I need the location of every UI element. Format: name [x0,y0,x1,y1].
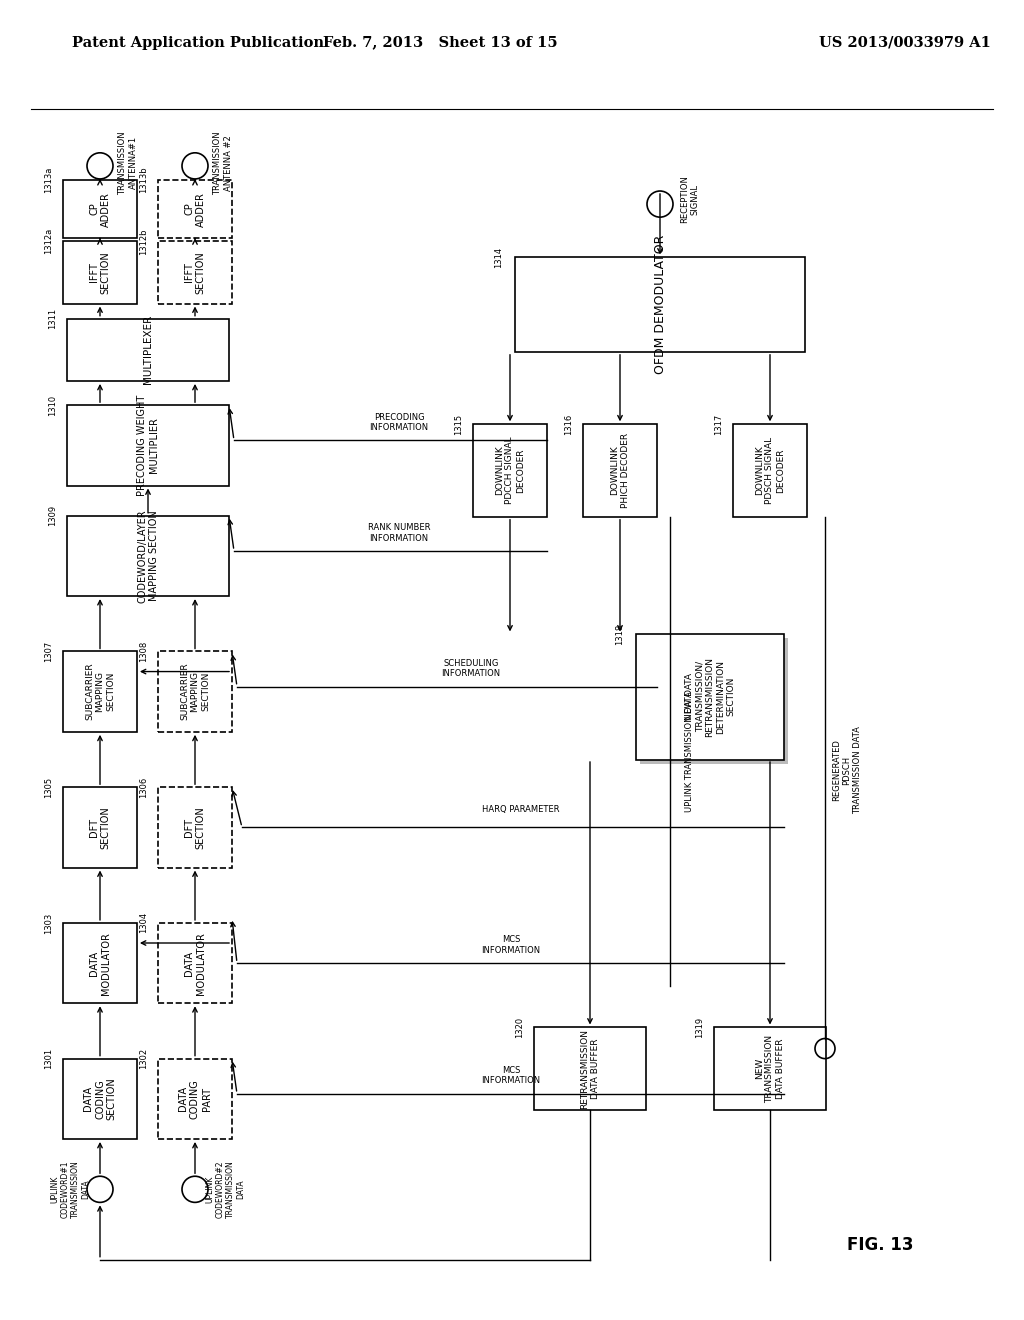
Text: MCS
INFORMATION: MCS INFORMATION [481,936,541,954]
Text: FIG. 13: FIG. 13 [847,1236,913,1254]
Bar [63,923,137,1003]
Bar [67,405,229,486]
Text: 1316: 1316 [564,413,573,434]
Text: UPLINK
CODEWORD#1
TRANSMISSION
DATA: UPLINK CODEWORD#1 TRANSMISSION DATA [50,1160,90,1218]
Bar [63,652,137,731]
Bar [63,1059,137,1139]
Text: DATA
CODING
PART: DATA CODING PART [178,1078,212,1119]
Bar [158,1059,232,1139]
Text: TRANSMISSION
ANTENNA #2: TRANSMISSION ANTENNA #2 [213,131,232,194]
Text: 1305: 1305 [44,776,53,797]
Text: IFFT
SECTION: IFFT SECTION [184,251,206,294]
Text: REGENERATED
PDSCH
TRANSMISSION DATA: REGENERATED PDSCH TRANSMISSION DATA [833,726,862,814]
Text: Patent Application Publication: Patent Application Publication [72,36,324,50]
Text: 1313a: 1313a [44,166,53,193]
Text: NEW DATA
TRANSMISSION/
RETRANSMISSION
DETERMINATION
SECTION: NEW DATA TRANSMISSION/ RETRANSMISSION DE… [685,656,735,737]
Text: CODEWORD/LAYER
MAPPING SECTION: CODEWORD/LAYER MAPPING SECTION [137,510,159,603]
Text: CP
ADDER: CP ADDER [184,191,206,227]
Text: RECEPTION
SIGNAL: RECEPTION SIGNAL [680,176,699,223]
Text: HARQ PARAMETER: HARQ PARAMETER [482,805,560,814]
Bar [63,787,137,867]
Bar [515,257,805,352]
Text: 1311: 1311 [48,308,57,329]
Text: 1304: 1304 [139,912,148,933]
Text: Feb. 7, 2013   Sheet 13 of 15: Feb. 7, 2013 Sheet 13 of 15 [323,36,558,50]
Text: 1317: 1317 [715,413,724,434]
Text: CP
ADDER: CP ADDER [89,191,111,227]
Text: RETRANSMISSION
DATA BUFFER: RETRANSMISSION DATA BUFFER [581,1028,600,1109]
Text: 1307: 1307 [44,640,53,663]
Bar [733,424,807,516]
Text: DOWNLINK
PHICH DECODER: DOWNLINK PHICH DECODER [610,433,630,508]
Text: MULTIPLEXER: MULTIPLEXER [143,315,153,384]
Text: 1308: 1308 [139,640,148,663]
Bar [714,1027,826,1110]
Text: 1309: 1309 [48,506,57,527]
Text: DFT
SECTION: DFT SECTION [89,807,111,849]
Bar [534,1027,646,1110]
Bar [636,634,784,759]
Text: 1312b: 1312b [139,228,148,255]
Text: DFT
SECTION: DFT SECTION [184,807,206,849]
Text: 1318: 1318 [615,624,625,645]
Text: 1313b: 1313b [139,166,148,193]
Text: MCS
INFORMATION: MCS INFORMATION [481,1067,541,1085]
Bar [640,638,788,763]
Bar [63,180,137,238]
Bar [158,652,232,731]
Bar [158,923,232,1003]
Text: DATA
MODULATOR: DATA MODULATOR [89,932,111,994]
Text: PRECODING WEIGHT
MULTIPLIER: PRECODING WEIGHT MULTIPLIER [137,395,159,496]
Text: PRECODING
INFORMATION: PRECODING INFORMATION [370,413,429,432]
Text: IFFT
SECTION: IFFT SECTION [89,251,111,294]
Bar [158,242,232,304]
Text: UPLINK
CODEWORD#2
TRANSMISSION
DATA: UPLINK CODEWORD#2 TRANSMISSION DATA [205,1160,245,1218]
Bar [158,787,232,867]
Text: NEW
TRANSMISSION
DATA BUFFER: NEW TRANSMISSION DATA BUFFER [755,1035,785,1102]
Text: 1315: 1315 [455,413,464,434]
Bar [63,242,137,304]
Text: US 2013/0033979 A1: US 2013/0033979 A1 [819,36,991,50]
Text: DOWNLINK
PDCCH SIGNAL
DECODER: DOWNLINK PDCCH SIGNAL DECODER [495,437,525,504]
Bar [473,424,547,516]
Bar [583,424,657,516]
Text: SUBCARRIER
MAPPING
SECTION: SUBCARRIER MAPPING SECTION [85,663,115,721]
Text: TRANSMISSION
ANTENNA#1: TRANSMISSION ANTENNA#1 [119,131,137,194]
Text: 1312a: 1312a [44,228,53,255]
Text: SCHEDULING
INFORMATION: SCHEDULING INFORMATION [441,659,501,678]
Text: 1319: 1319 [695,1016,705,1038]
Text: 1314: 1314 [495,247,504,268]
Text: 1320: 1320 [515,1016,524,1038]
Text: 1301: 1301 [44,1048,53,1069]
Text: DATA
CODING
SECTION: DATA CODING SECTION [83,1077,117,1121]
Text: SUBCARRIER
MAPPING
SECTION: SUBCARRIER MAPPING SECTION [180,663,210,721]
Text: UPLINK TRANSMISSION DATA: UPLINK TRANSMISSION DATA [685,692,694,812]
Text: OFDM DEMODULATOR: OFDM DEMODULATOR [653,235,667,375]
Bar [67,318,229,381]
Text: 1310: 1310 [48,395,57,416]
Text: RANK NUMBER
INFORMATION: RANK NUMBER INFORMATION [368,523,430,543]
Text: 1303: 1303 [44,912,53,933]
Text: DOWNLINK
PDSCH SIGNAL
DECODER: DOWNLINK PDSCH SIGNAL DECODER [755,437,785,504]
Bar [158,180,232,238]
Text: 1306: 1306 [139,776,148,797]
Bar [67,516,229,597]
Text: 1302: 1302 [139,1048,148,1069]
Text: DATA
MODULATOR: DATA MODULATOR [184,932,206,994]
